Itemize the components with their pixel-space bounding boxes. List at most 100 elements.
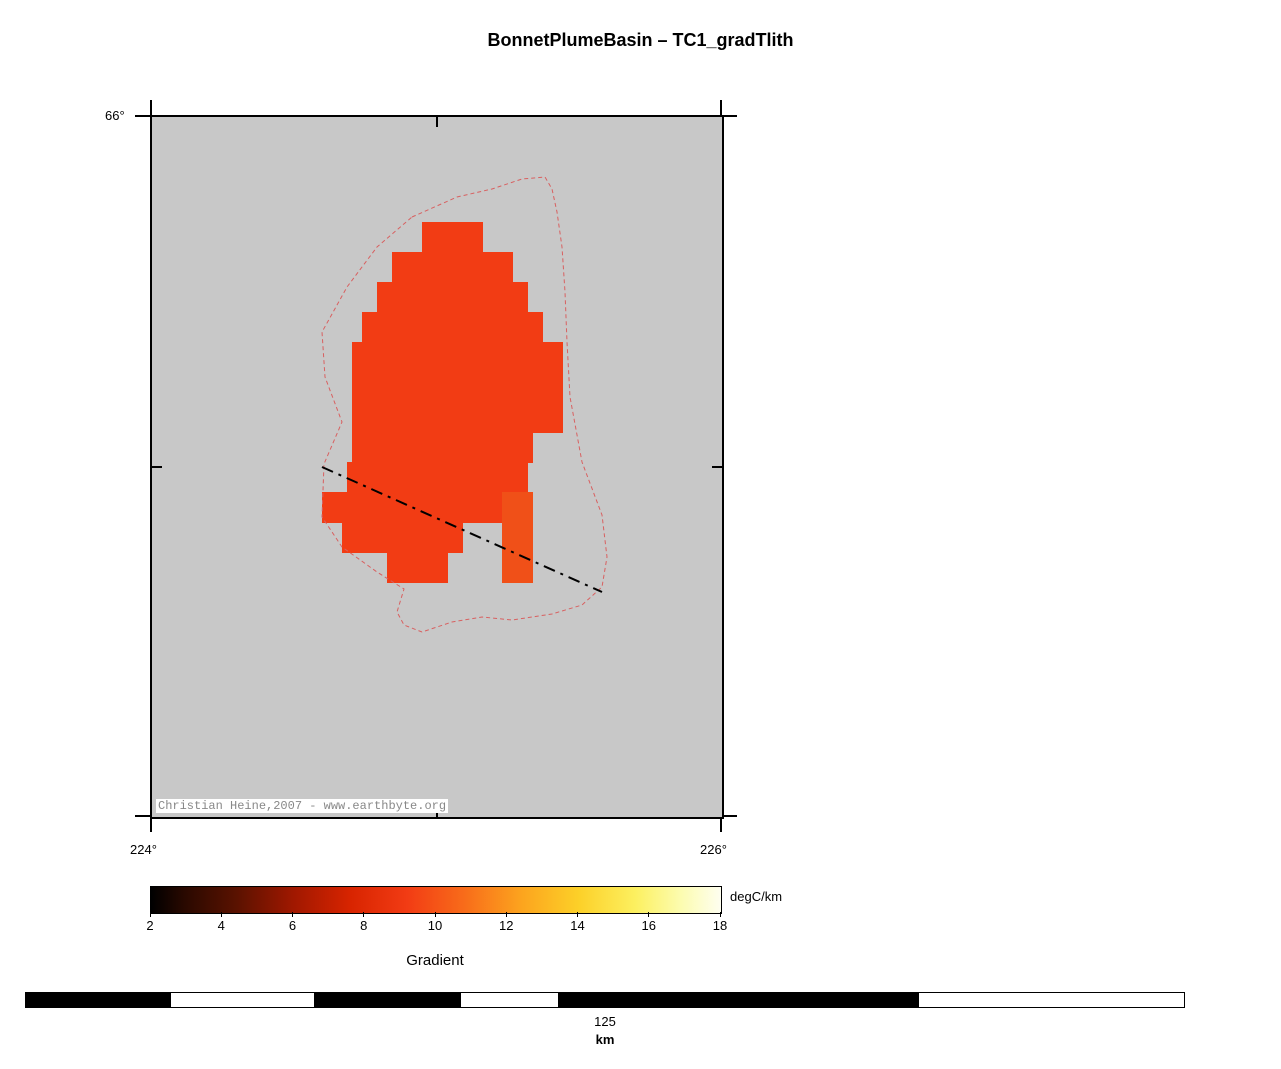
frame-tick-bl-v xyxy=(150,817,152,832)
frame-tick-tl-v xyxy=(150,100,152,115)
colorbar-tick xyxy=(221,912,222,917)
frame-tick-bl-h xyxy=(135,815,150,817)
colorbar-tick-label: 4 xyxy=(218,918,225,933)
basin-cell xyxy=(472,492,503,523)
basin-cell xyxy=(402,522,433,553)
basin-cell xyxy=(422,222,453,253)
colorbar-unit: degC/km xyxy=(730,889,782,904)
basin-cell xyxy=(352,432,383,463)
basin-cell xyxy=(512,312,543,343)
colorbar-tick-label: 14 xyxy=(570,918,584,933)
basin-cell xyxy=(452,222,483,253)
basin-cell xyxy=(412,342,443,373)
basin-cell xyxy=(362,312,393,343)
colorbar-tick-label: 10 xyxy=(428,918,442,933)
basin-cell xyxy=(417,552,448,583)
basin-cell xyxy=(532,402,563,433)
scale-bar-segment xyxy=(918,992,1185,1008)
basin-cell xyxy=(382,432,413,463)
colorbar-tick-label: 16 xyxy=(642,918,656,933)
basin-cell xyxy=(442,342,473,373)
xlabel-right: 226° xyxy=(700,842,727,857)
basin-cell xyxy=(467,462,498,493)
basin-cell xyxy=(377,282,408,313)
scale-bar-segment xyxy=(460,992,559,1008)
scale-bar-segment xyxy=(25,992,170,1008)
colorbar-tick xyxy=(506,912,507,917)
basin-cell xyxy=(452,312,483,343)
basin-cell xyxy=(497,462,528,493)
frame-tick-tl-h xyxy=(135,115,150,117)
frame-tick-tr-v xyxy=(720,100,722,115)
basin-cell xyxy=(482,252,513,283)
colorbar-tick xyxy=(435,912,436,917)
basin-cell xyxy=(472,432,503,463)
scale-bar-unit: km xyxy=(0,1032,1210,1047)
basin-cell xyxy=(442,492,473,523)
colorbar-tick-label: 8 xyxy=(360,918,367,933)
scale-bar-value: 125 xyxy=(0,1014,1210,1029)
basin-cell xyxy=(472,402,503,433)
basin-cell xyxy=(452,252,483,283)
frame-tick-br-h xyxy=(722,815,737,817)
basin-cell xyxy=(342,522,373,553)
colorbar-tick xyxy=(577,912,578,917)
colorbar-title: Gradient xyxy=(0,952,870,969)
basin-cell xyxy=(502,522,533,553)
frame-tick-br-v xyxy=(720,817,722,832)
basin-cell xyxy=(407,462,438,493)
colorbar xyxy=(150,886,722,914)
basin-cell xyxy=(437,462,468,493)
basin-cell xyxy=(352,372,383,403)
scale-bar-segment xyxy=(559,992,750,1008)
basin-cell xyxy=(407,282,438,313)
basin-cell xyxy=(412,402,443,433)
basin-cell xyxy=(502,372,533,403)
basin-cell xyxy=(382,402,413,433)
basin-cell xyxy=(392,252,423,283)
map-credit: Christian Heine,2007 - www.earthbyte.org xyxy=(156,799,448,813)
basin-cell xyxy=(432,522,463,553)
colorbar-tick-label: 6 xyxy=(289,918,296,933)
scale-bar-segment xyxy=(315,992,460,1008)
basin-cell xyxy=(502,402,533,433)
basin-cell xyxy=(502,552,533,583)
scale-bar xyxy=(25,992,1185,1008)
basin-filled-region xyxy=(322,222,563,583)
basin-cell xyxy=(502,342,533,373)
basin-cell xyxy=(382,342,413,373)
basin-cell xyxy=(422,252,453,283)
basin-cell xyxy=(502,432,533,463)
basin-cell xyxy=(532,342,563,373)
basin-cell xyxy=(392,312,423,343)
basin-cell xyxy=(372,522,403,553)
plot-title: BonnetPlumeBasin – TC1_gradTlith xyxy=(0,30,1281,51)
basin-cell xyxy=(502,492,533,523)
colorbar-tick xyxy=(720,912,721,917)
basin-cell xyxy=(442,372,473,403)
map-plot-area: Christian Heine,2007 - www.earthbyte.org xyxy=(150,115,724,819)
basin-cell xyxy=(347,462,378,493)
scale-bar-segment xyxy=(170,992,315,1008)
basin-cell xyxy=(352,492,383,523)
xlabel-left: 224° xyxy=(130,842,157,857)
basin-cell xyxy=(472,342,503,373)
basin-cell xyxy=(322,492,353,523)
colorbar-tick xyxy=(292,912,293,917)
colorbar-tick-label: 2 xyxy=(146,918,153,933)
basin-cell xyxy=(387,552,418,583)
colorbar-tick-label: 18 xyxy=(713,918,727,933)
basin-cell xyxy=(467,282,498,313)
basin-cell xyxy=(532,372,563,403)
colorbar-tick xyxy=(648,912,649,917)
colorbar-tick xyxy=(150,912,151,917)
basin-cell xyxy=(412,432,443,463)
ylabel-top: 66° xyxy=(105,108,125,123)
basin-cell xyxy=(382,492,413,523)
basin-cell xyxy=(422,312,453,343)
basin-cell xyxy=(497,282,528,313)
basin-cell xyxy=(412,372,443,403)
basin-cell xyxy=(442,402,473,433)
colorbar-tick-label: 12 xyxy=(499,918,513,933)
scale-bar-segment xyxy=(750,992,918,1008)
